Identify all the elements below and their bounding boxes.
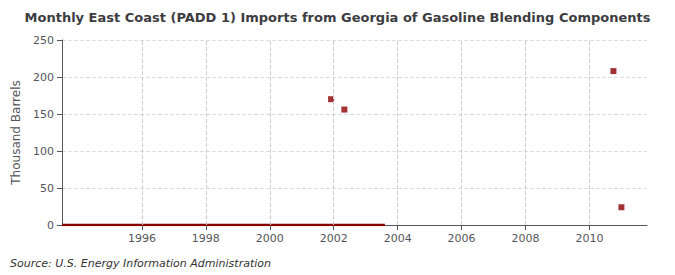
svg-text:2000: 2000 [256, 232, 284, 245]
svg-text:2006: 2006 [448, 232, 476, 245]
svg-text:2004: 2004 [384, 232, 412, 245]
svg-text:250: 250 [33, 34, 54, 47]
svg-text:1996: 1996 [128, 232, 156, 245]
svg-text:150: 150 [33, 108, 54, 121]
svg-text:200: 200 [33, 71, 54, 84]
svg-text:50: 50 [40, 182, 54, 195]
svg-text:0: 0 [47, 219, 54, 232]
svg-text:Monthly East Coast (PADD 1) Im: Monthly East Coast (PADD 1) Imports from… [25, 10, 651, 25]
svg-text:Thousand Barrels: Thousand Barrels [9, 80, 23, 185]
svg-text:2010: 2010 [575, 232, 603, 245]
svg-text:1998: 1998 [192, 232, 220, 245]
svg-text:2008: 2008 [512, 232, 540, 245]
svg-text:Source: U.S. Energy Informatio: Source: U.S. Energy Information Administ… [10, 257, 271, 270]
svg-text:100: 100 [33, 145, 54, 158]
svg-text:2002: 2002 [320, 232, 348, 245]
